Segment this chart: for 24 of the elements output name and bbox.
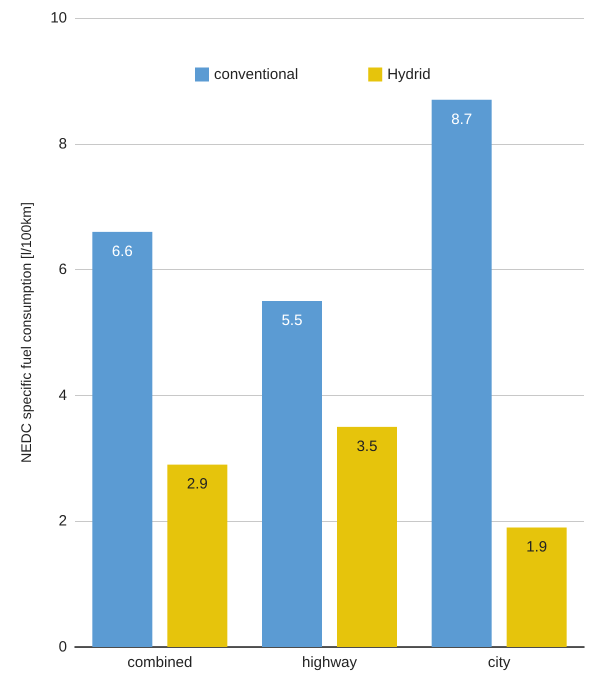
bar <box>432 100 492 647</box>
x-tick-label: city <box>488 654 511 671</box>
data-label: 1.9 <box>526 538 548 556</box>
y-axis-title: NEDC specific fuel consumption [l/100km] <box>18 202 34 463</box>
bar <box>506 527 567 647</box>
data-label: 5.5 <box>282 312 302 330</box>
x-tick-label: combined <box>127 654 192 671</box>
bar <box>92 232 152 647</box>
x-tick-label: highway <box>302 654 358 671</box>
bar <box>262 301 322 647</box>
data-label: 6.6 <box>112 242 133 260</box>
y-tick-label: 10 <box>50 10 67 26</box>
data-label: 8.7 <box>451 110 472 128</box>
y-tick-label: 2 <box>58 512 67 530</box>
bar <box>167 464 228 647</box>
legend-label: conventional <box>214 66 298 83</box>
y-tick-label: 6 <box>58 261 67 278</box>
data-label: 2.9 <box>186 476 208 493</box>
legend-label: Hydrid <box>387 66 431 83</box>
y-tick-label: 4 <box>58 386 67 404</box>
y-tick-label: 8 <box>58 135 67 152</box>
data-label: 3.5 <box>356 438 378 455</box>
y-tick-label: 0 <box>58 638 67 656</box>
bar <box>337 426 397 647</box>
